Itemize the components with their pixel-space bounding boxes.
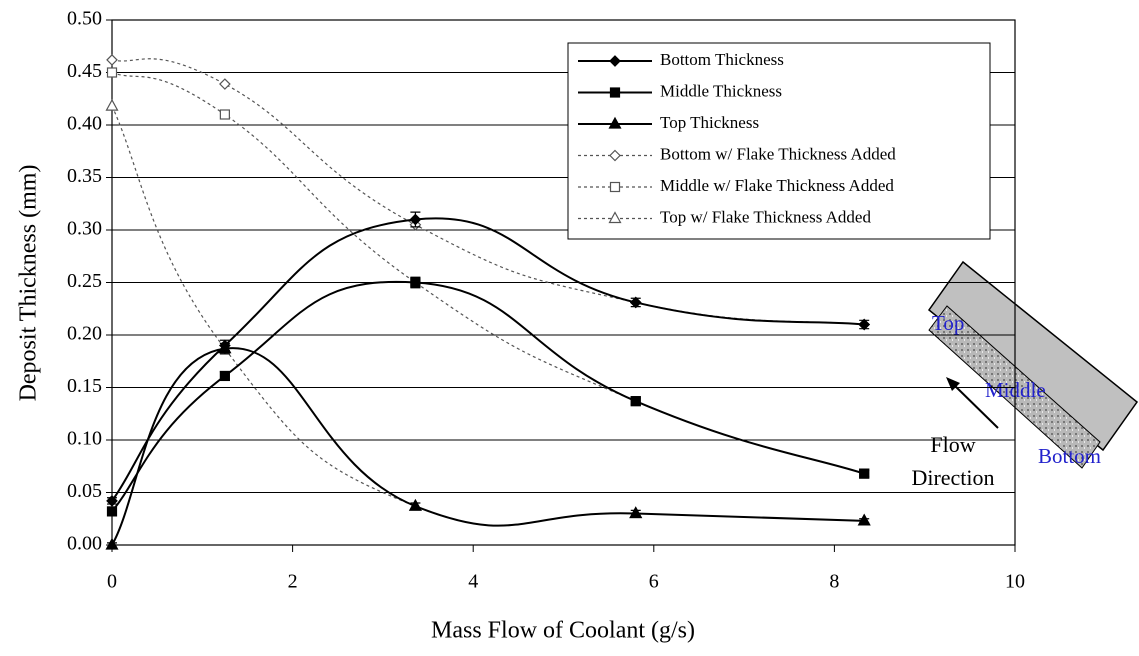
x-tick-label: 8: [829, 571, 839, 593]
y-tick-label: 0.25: [67, 270, 102, 292]
y-tick-label: 0.15: [67, 375, 102, 397]
y-tick-label: 0.45: [67, 60, 102, 82]
marker: [858, 318, 871, 331]
y-tick-label: 0.00: [67, 533, 102, 555]
y-tick-label: 0.50: [67, 8, 102, 30]
y-tick-label: 0.05: [67, 480, 102, 502]
marker: [408, 498, 422, 511]
flow-arrow: [951, 382, 999, 429]
marker: [105, 98, 119, 111]
marker: [219, 109, 230, 120]
marker: [629, 506, 643, 519]
top-label: Top: [932, 311, 964, 335]
marker: [409, 213, 422, 226]
legend-label: Bottom w/ Flake Thickness Added: [660, 144, 896, 163]
flow-label: Flow: [930, 432, 975, 457]
x-tick-label: 2: [288, 571, 298, 593]
series: [106, 276, 870, 517]
marker: [630, 396, 641, 407]
series: [106, 211, 871, 507]
marker: [106, 506, 118, 517]
legend-label: Bottom Thickness: [660, 50, 784, 69]
marker: [106, 67, 118, 78]
marker: [608, 116, 622, 129]
marker: [219, 78, 231, 90]
legend-label: Top w/ Flake Thickness Added: [660, 207, 871, 226]
series-line: [111, 280, 865, 513]
marker: [105, 537, 119, 550]
marker: [106, 54, 118, 66]
marker: [629, 296, 642, 309]
series: [105, 341, 871, 550]
bottom-label: Bottom: [1038, 444, 1101, 468]
legend-box: [567, 42, 991, 240]
marker: [859, 468, 870, 479]
y-tick-label: 0.35: [67, 165, 102, 187]
series-line: [111, 217, 865, 502]
flow-diagram: Top Middle Bottom Flow Direction: [911, 260, 1139, 490]
arrow-head: [946, 377, 960, 391]
x-tick-label: 10: [1005, 571, 1025, 593]
legend-label: Top Thickness: [660, 113, 759, 132]
y-tick-label: 0.30: [67, 218, 102, 240]
marker: [218, 341, 232, 354]
marker: [106, 495, 118, 507]
legend: Bottom Thickness Middle Thickness Top Thic…: [567, 42, 991, 240]
marker: [609, 149, 621, 162]
x-tick-label: 4: [468, 571, 478, 593]
legend-label: Middle Thickness: [660, 81, 782, 100]
y-tick-label: 0.10: [67, 428, 102, 450]
y-tick-label: 0.40: [67, 113, 102, 135]
legend-label: Middle w/ Flake Thickness Added: [660, 176, 894, 195]
y-axis-title: Deposit Thickness (mm): [16, 165, 42, 402]
marker: [609, 87, 621, 98]
marker: [608, 211, 622, 224]
y-tick-label: 0.20: [67, 323, 102, 345]
marker: [219, 370, 230, 382]
plot-frame: [111, 19, 1016, 546]
x-tick-label: 6: [649, 571, 659, 593]
marker: [609, 181, 621, 193]
marker: [410, 277, 421, 288]
marker: [609, 55, 621, 67]
marker: [857, 513, 871, 526]
direction-label: Direction: [911, 465, 994, 490]
deposit-plate: [927, 260, 1139, 452]
x-axis-title: Mass Flow of Coolant (g/s): [431, 618, 695, 644]
x-tick-label: 0: [107, 571, 117, 593]
